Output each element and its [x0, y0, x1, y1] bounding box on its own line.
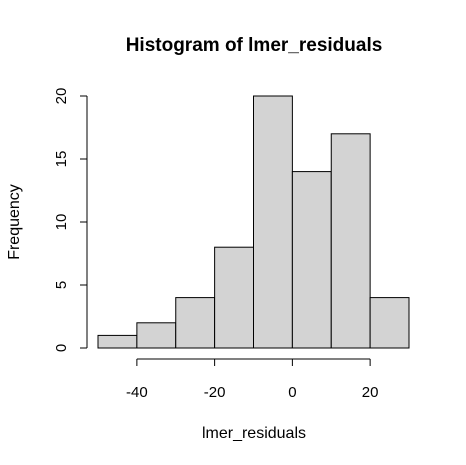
histogram-bar	[136, 322, 177, 349]
x-axis: -40 -20 0 20	[126, 358, 379, 401]
histogram-bar	[369, 297, 410, 349]
x-tick-label: -40	[126, 384, 148, 401]
y-tick-label: 10	[53, 214, 70, 231]
x-axis-label: lmer_residuals	[202, 425, 306, 442]
y-axis: 0 5 10 15 20	[53, 88, 88, 352]
x-tick-label: 20	[362, 384, 379, 401]
y-tick-label: 15	[53, 151, 70, 168]
y-tick-label: 20	[53, 88, 70, 105]
histogram-bar	[97, 334, 138, 349]
chart-title: Histogram of lmer_residuals	[126, 35, 383, 56]
histogram-bar	[330, 133, 371, 349]
histogram-bar	[214, 246, 254, 349]
histogram-bar	[253, 95, 293, 349]
histogram-bar	[175, 297, 216, 349]
y-tick-label: 0	[53, 344, 70, 352]
y-tick-label: 5	[53, 281, 70, 289]
bars-group	[97, 95, 410, 349]
y-axis-label: Frequency	[6, 184, 23, 260]
x-tick-label: 0	[288, 384, 296, 401]
histogram-bar	[291, 171, 332, 349]
x-tick-label: -20	[204, 384, 226, 401]
